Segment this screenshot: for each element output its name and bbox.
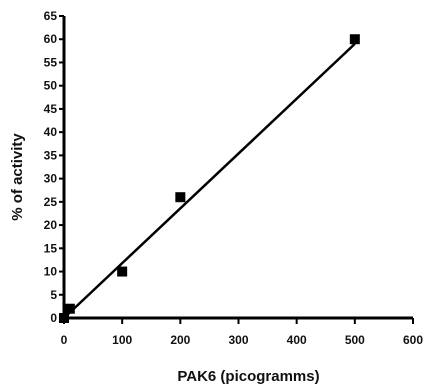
y-tick-label: 55 xyxy=(44,55,58,69)
x-tick-label: 0 xyxy=(61,333,68,347)
y-tick-label: 60 xyxy=(44,32,58,46)
y-tick-label: 15 xyxy=(44,241,58,255)
y-tick-label: 0 xyxy=(50,311,57,325)
y-tick-label: 65 xyxy=(44,9,58,23)
y-tick-label: 50 xyxy=(44,79,58,93)
x-tick-label: 500 xyxy=(345,333,365,347)
data-point xyxy=(117,266,128,277)
y-axis: 0 5 10 15 20 25 30 35 40 45 50 55 60 65 xyxy=(44,9,66,325)
y-tick-label: 30 xyxy=(44,172,58,186)
y-tick-label: 10 xyxy=(44,265,58,279)
data-point xyxy=(349,34,360,45)
data-point xyxy=(59,313,69,323)
data-point xyxy=(64,303,75,314)
y-tick-label: 45 xyxy=(44,102,58,116)
y-tick-label: 5 xyxy=(50,288,57,302)
x-tick-label: 600 xyxy=(403,333,423,347)
x-tick-label: 200 xyxy=(170,333,190,347)
y-tick-label: 35 xyxy=(44,148,58,162)
x-axis-title: PAK6 (picogramms) xyxy=(177,368,319,385)
data-points xyxy=(59,34,360,323)
y-ticks: 0 5 10 15 20 25 30 35 40 45 50 55 60 65 xyxy=(44,9,64,325)
y-tick-label: 25 xyxy=(44,195,58,209)
fit-line xyxy=(63,42,356,319)
x-tick-label: 100 xyxy=(112,333,132,347)
y-tick-label: 20 xyxy=(44,218,58,232)
y-axis-title: % of activity xyxy=(9,133,26,221)
x-ticks: 0 100 200 300 400 500 600 xyxy=(61,318,423,347)
data-point xyxy=(175,192,186,203)
x-tick-label: 300 xyxy=(228,333,248,347)
x-axis: 0 100 200 300 400 500 600 xyxy=(61,316,423,347)
x-tick-label: 400 xyxy=(287,333,307,347)
y-tick-label: 40 xyxy=(44,125,58,139)
